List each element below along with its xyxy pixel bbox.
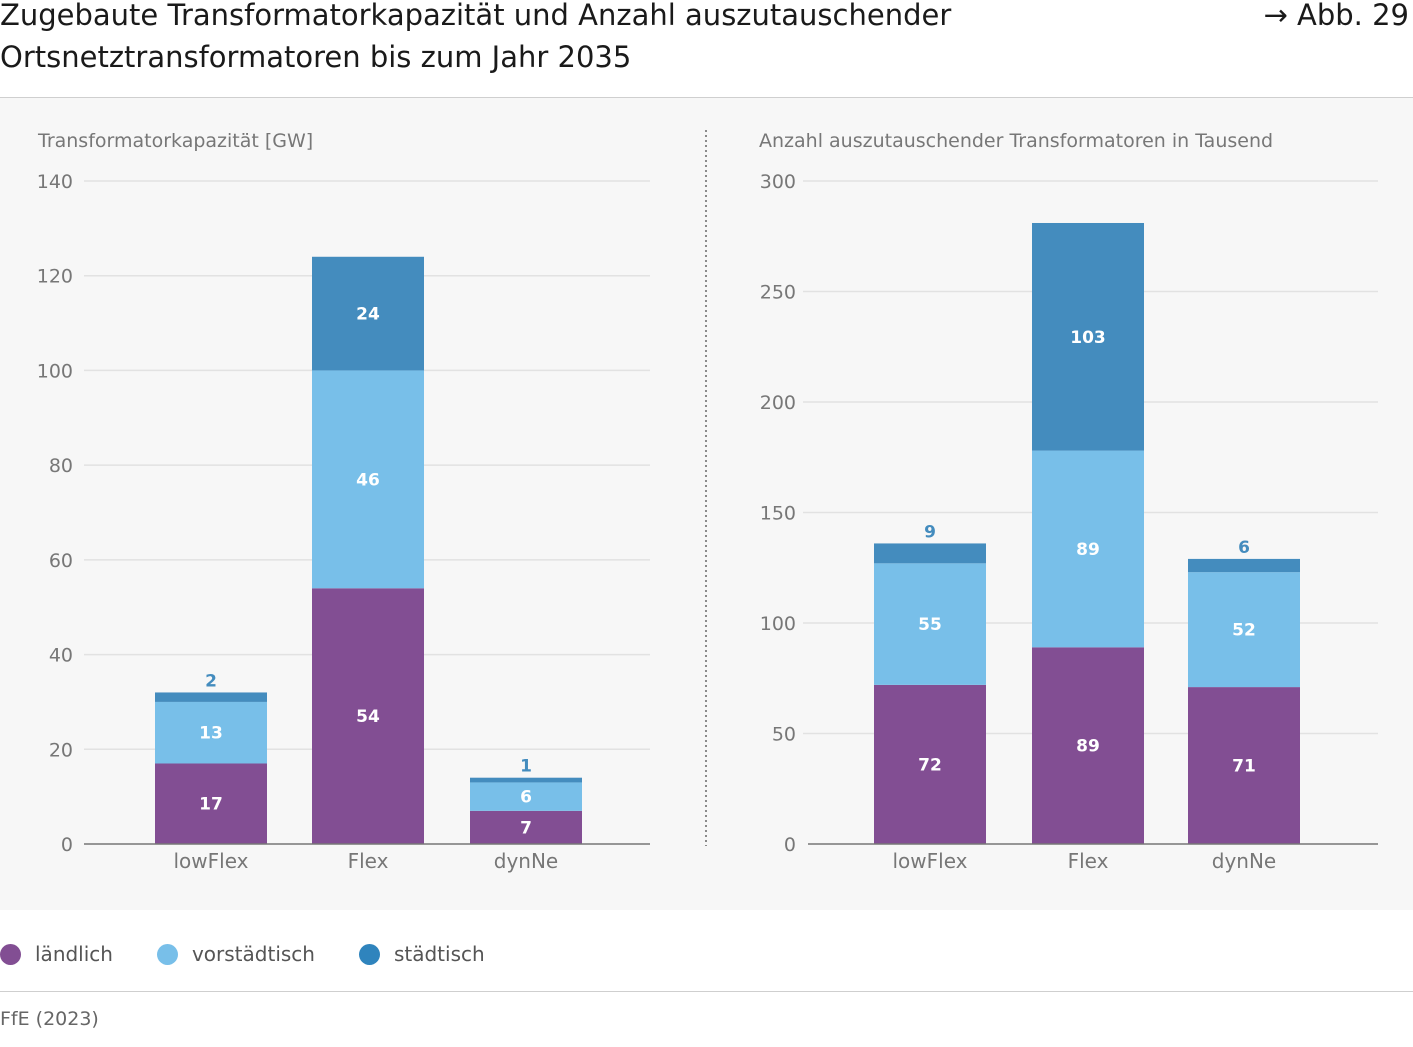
data-label: 46 bbox=[356, 470, 380, 490]
y-tick-label: 300 bbox=[760, 171, 796, 193]
y-tick-label: 50 bbox=[772, 724, 796, 746]
legend-item-staedtisch: städtisch bbox=[358, 942, 485, 966]
bar-segment bbox=[1032, 647, 1144, 844]
data-label: 6 bbox=[1238, 538, 1250, 558]
bar-segment bbox=[312, 588, 424, 844]
data-label: 71 bbox=[1232, 757, 1256, 777]
legend-item-vorstaedtisch: vorstädtisch bbox=[156, 942, 315, 966]
data-label: 72 bbox=[918, 755, 942, 775]
data-label: 24 bbox=[356, 305, 380, 325]
legend: ländlich vorstädtisch städtisch bbox=[0, 936, 529, 972]
data-label: 9 bbox=[924, 522, 936, 542]
data-label: 6 bbox=[520, 788, 532, 808]
y-tick-label: 60 bbox=[49, 550, 73, 572]
legend-label: städtisch bbox=[393, 942, 485, 966]
legend-swatch bbox=[0, 943, 21, 965]
x-tick-label: lowFlex bbox=[893, 849, 968, 873]
footer-divider bbox=[0, 991, 1413, 992]
x-tick-label: Flex bbox=[348, 849, 389, 873]
data-label: 55 bbox=[918, 615, 942, 635]
bar-segment bbox=[312, 256, 424, 371]
chart-subtitle: Transformatorkapazität [GW] bbox=[37, 130, 313, 152]
x-tick-label: dynNe bbox=[494, 849, 558, 873]
y-tick-label: 140 bbox=[37, 171, 73, 193]
data-label: 89 bbox=[1076, 540, 1100, 560]
x-tick-label: Flex bbox=[1068, 849, 1109, 873]
legend-swatch bbox=[156, 943, 178, 965]
x-tick-label: lowFlex bbox=[174, 849, 249, 873]
right-chart: Anzahl auszutauschender Transformatoren … bbox=[759, 130, 1378, 873]
y-tick-label: 150 bbox=[760, 503, 796, 525]
x-tick-label: dynNe bbox=[1212, 849, 1276, 873]
bar-segment bbox=[1032, 222, 1144, 451]
y-tick-label: 20 bbox=[49, 739, 73, 761]
data-label: 1 bbox=[520, 757, 532, 777]
bar-segment bbox=[874, 543, 986, 564]
data-label: 52 bbox=[1232, 621, 1256, 641]
header-divider bbox=[0, 97, 1413, 98]
source-note: FfE (2023) bbox=[0, 1008, 99, 1030]
y-tick-label: 80 bbox=[49, 455, 73, 477]
chart-title-line1: Zugebaute Transformatorkapazität und Anz… bbox=[0, 0, 952, 32]
left-chart: Transformatorkapazität [GW] 0 20 40 60 80 100 1… bbox=[37, 130, 650, 873]
bar-segment bbox=[874, 684, 986, 844]
data-label: 13 bbox=[199, 724, 223, 744]
y-tick-label: 250 bbox=[760, 282, 796, 304]
y-tick-label: 120 bbox=[37, 266, 73, 288]
legend-swatch bbox=[358, 943, 380, 965]
legend-item-laendlich: ländlich bbox=[0, 942, 113, 966]
chart-title-line2: Ortsnetztransformatoren bis zum Jahr 203… bbox=[0, 40, 632, 74]
y-tick-label: 200 bbox=[760, 392, 796, 414]
y-tick-label: 40 bbox=[49, 645, 73, 667]
bar-segment bbox=[155, 701, 267, 764]
bar-segment bbox=[1032, 450, 1144, 648]
bar-segment bbox=[1188, 687, 1300, 844]
data-label: 54 bbox=[356, 707, 380, 727]
bar-segment bbox=[1188, 558, 1300, 573]
y-tick-label: 100 bbox=[760, 613, 796, 635]
bar-segment bbox=[1188, 572, 1300, 688]
y-tick-label: 0 bbox=[61, 834, 73, 856]
data-label: 103 bbox=[1070, 328, 1106, 348]
chart-title: Zugebaute Transformatorkapazität und Anz… bbox=[0, 0, 1160, 78]
y-tick-label: 0 bbox=[784, 834, 796, 856]
figure-reference: → Abb. 29 bbox=[1263, 0, 1409, 32]
bar-segment bbox=[155, 763, 267, 844]
data-label: 7 bbox=[520, 818, 532, 838]
legend-label: ländlich bbox=[35, 942, 113, 966]
bar-segment bbox=[874, 563, 986, 685]
bar-segment bbox=[155, 692, 267, 702]
bar-segment bbox=[312, 370, 424, 589]
bar-segment bbox=[470, 777, 582, 783]
bar-segment bbox=[470, 810, 582, 844]
data-label: 17 bbox=[199, 795, 223, 815]
legend-label: vorstädtisch bbox=[191, 942, 315, 966]
bar-segment bbox=[470, 782, 582, 811]
data-label: 2 bbox=[205, 671, 217, 691]
data-label: 89 bbox=[1076, 737, 1100, 757]
y-tick-label: 100 bbox=[37, 360, 73, 382]
chart-subtitle: Anzahl auszutauschender Transformatoren … bbox=[759, 130, 1273, 152]
